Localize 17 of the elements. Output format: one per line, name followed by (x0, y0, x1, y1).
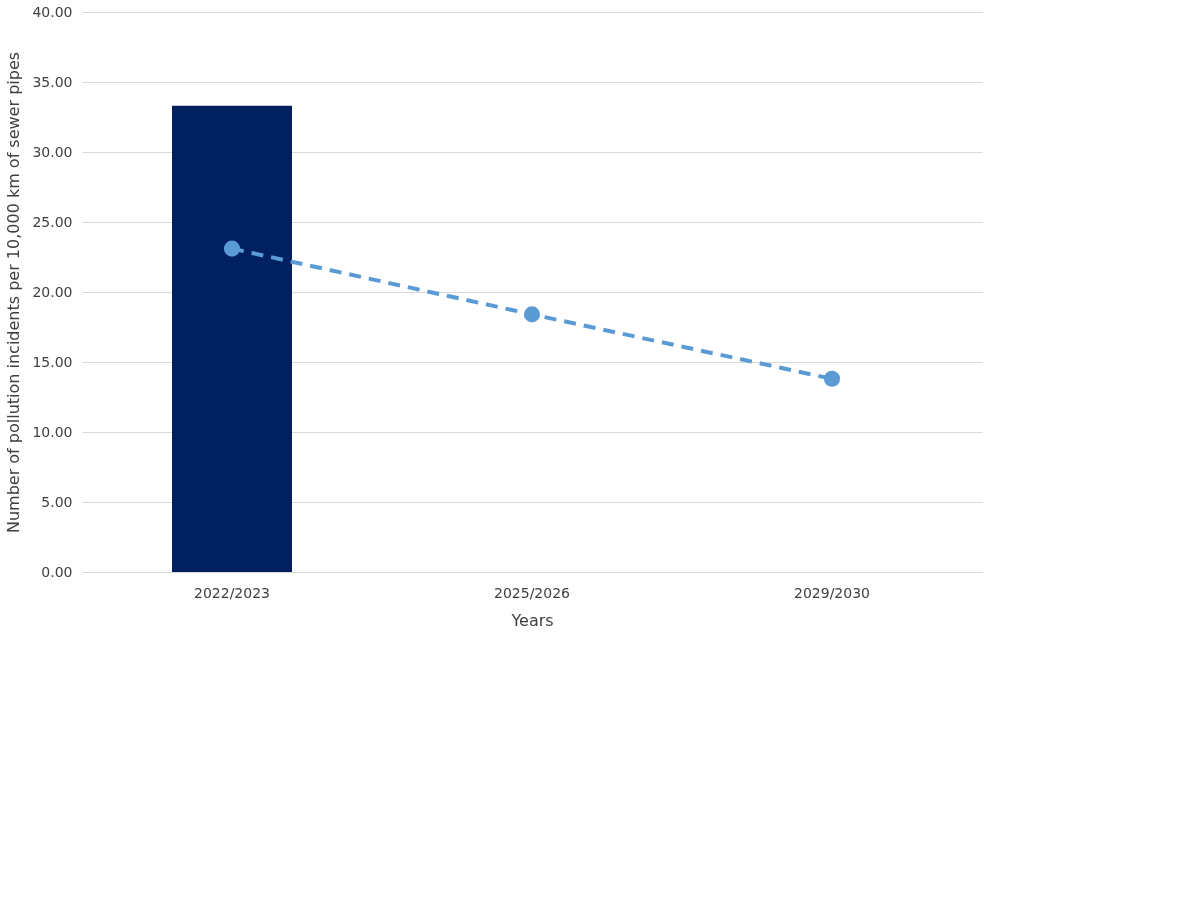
x-axis-title: Years (510, 610, 554, 630)
y-tick-label: 5.00 (41, 493, 73, 510)
y-tick-label: 15.00 (32, 353, 73, 370)
point (523, 306, 541, 323)
x-tick-label: 2029/2030 (794, 584, 870, 601)
y-tick-label: 20.00 (32, 283, 73, 300)
y-tick-label: 0.00 (41, 563, 73, 580)
x-tick-label: 2025/2026 (494, 584, 571, 601)
y-axis-title: Number of pollution incidents per 10,000 km of sewer pipes (4, 51, 24, 534)
y-tick-label: 10.00 (32, 423, 73, 440)
y-tick-label: 40.00 (32, 3, 73, 20)
y-tick-label: 35.00 (32, 73, 73, 90)
point (823, 370, 841, 387)
y-tick-label: 25.00 (32, 213, 73, 230)
point (223, 240, 241, 257)
x-tick-label: 2022/2023 (194, 584, 270, 601)
y-tick-label: 30.00 (32, 143, 73, 160)
